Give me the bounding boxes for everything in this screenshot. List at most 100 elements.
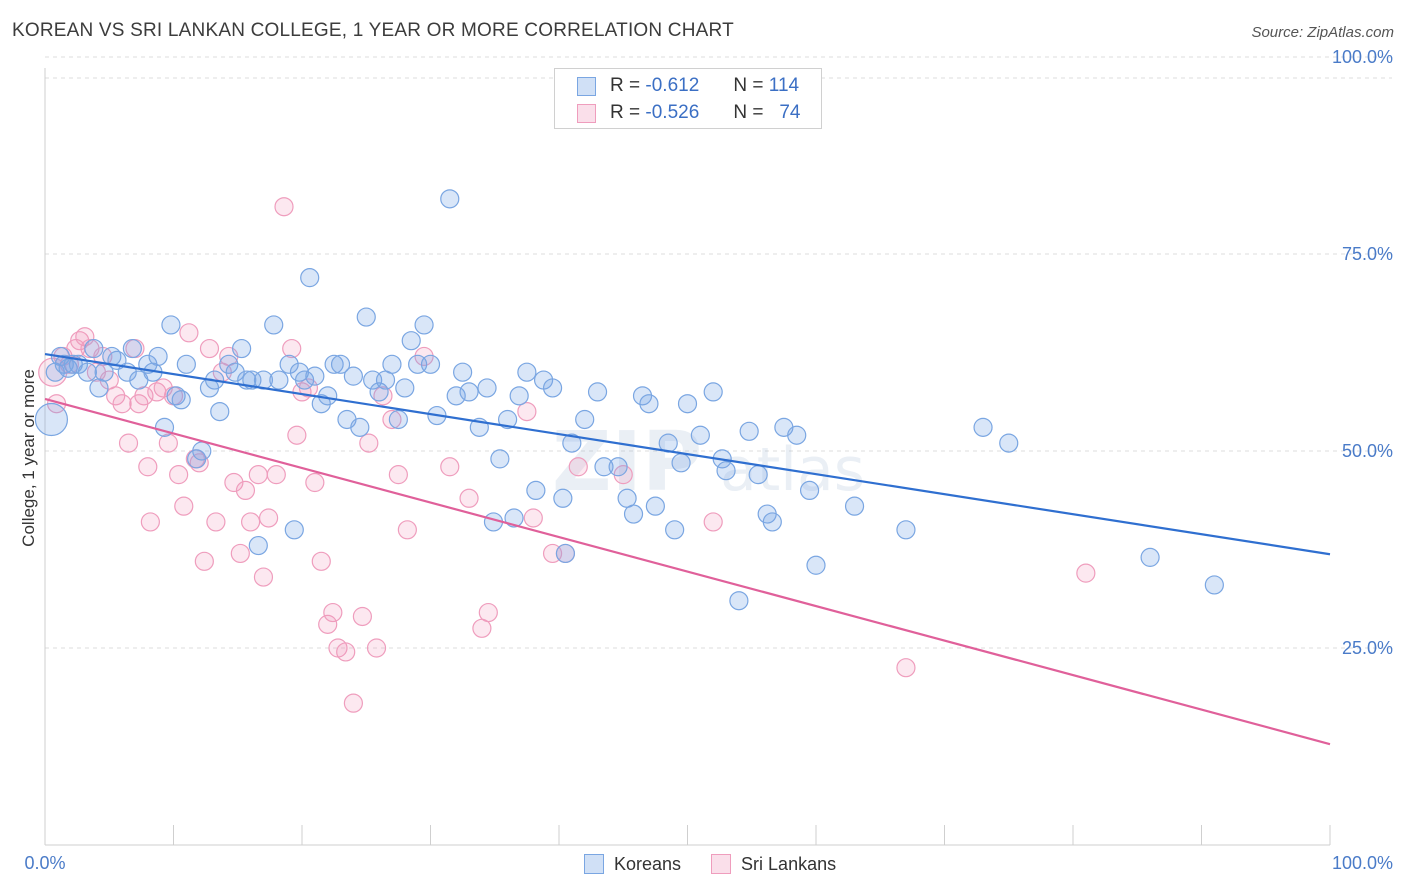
korean-point	[284, 520, 304, 540]
sri-lankan-point	[459, 488, 479, 508]
sri-lankans-r-value: -0.526	[645, 102, 700, 123]
y-tick-label: 50.0%	[1342, 441, 1393, 461]
y-tick-label: 75.0%	[1342, 244, 1393, 264]
korean-point	[632, 386, 653, 406]
legend-item-koreans[interactable]: Koreans	[584, 854, 681, 875]
sri-lankan-point	[258, 508, 279, 528]
korean-point	[420, 354, 441, 374]
korean-point	[703, 382, 723, 402]
korean-point	[787, 425, 807, 445]
koreans-r-label: R =	[610, 75, 641, 96]
sri-lankan-point	[174, 496, 194, 516]
koreans-r-value: -0.612	[645, 75, 700, 96]
korean-point	[608, 457, 628, 477]
sri-lankans-r-label: R =	[610, 102, 641, 123]
sri-lankan-point	[388, 465, 408, 485]
korean-point	[122, 338, 142, 359]
korean-point	[553, 488, 573, 508]
source-label: Source: ZipAtlas.com	[1251, 24, 1394, 41]
korean-point	[330, 354, 351, 374]
sri-lankan-point	[112, 394, 132, 414]
sri-lankan-point	[179, 323, 199, 343]
sri-lankan-point	[323, 602, 343, 623]
sri-lankan-point	[118, 433, 139, 453]
sri-lankan-point	[138, 457, 158, 477]
korean-point	[279, 354, 299, 374]
sri-lankans-legend-swatch	[711, 854, 732, 874]
korean-point	[446, 386, 466, 406]
koreans-trend-line	[44, 352, 1331, 556]
korean-point	[176, 354, 196, 374]
legend-item-sri-lankans[interactable]: Sri Lankans	[711, 854, 836, 875]
koreans-legend-label: Koreans	[614, 853, 682, 874]
axis-labels: 25.0% 50.0% 75.0% 100.0% 0.0% 100.0% College, …	[19, 47, 1393, 873]
korean-point	[1140, 547, 1160, 567]
korean-point	[542, 378, 563, 398]
korean-point	[401, 331, 421, 351]
korean-point	[844, 496, 865, 516]
sri-lankan-point	[397, 520, 417, 540]
korean-point	[294, 370, 315, 390]
korean-point	[526, 480, 546, 500]
korean-point	[264, 315, 284, 335]
korean-point	[77, 362, 98, 382]
sri-lankan-point	[274, 197, 294, 217]
koreans-n-value: 114	[768, 75, 800, 96]
sri-lankan-point	[517, 402, 537, 422]
korean-point	[225, 362, 245, 382]
legend-stats: R = -0.612 N = 114 R = -0.526 N = 74	[554, 68, 822, 129]
korean-point	[343, 366, 363, 386]
korean-point	[395, 378, 415, 398]
sri-lankan-point	[287, 425, 307, 445]
korean-point	[311, 394, 331, 414]
korean-point	[490, 449, 510, 469]
korean-point	[84, 338, 104, 359]
korean-point	[232, 338, 252, 359]
korean-point	[504, 508, 524, 528]
x-tick-label-max: 100.0%	[1332, 853, 1393, 873]
korean-point	[219, 354, 239, 374]
sri-lankans-trend-line	[44, 397, 1331, 746]
sri-lankan-point	[318, 614, 338, 634]
sri-lankan-point	[311, 551, 331, 571]
sri-lankan-point	[305, 472, 325, 493]
korean-point	[517, 362, 537, 382]
koreans-points	[34, 189, 1224, 611]
korean-point	[269, 370, 289, 390]
korean-point	[729, 591, 749, 611]
sri-lankan-point	[158, 433, 178, 453]
korean-point	[34, 402, 69, 437]
sri-lankan-point	[206, 512, 226, 532]
korean-point	[509, 386, 529, 406]
korean-point	[440, 189, 460, 209]
korean-point	[575, 409, 595, 430]
korean-point	[999, 433, 1019, 453]
korean-point	[477, 378, 497, 398]
sri-lankan-point	[241, 512, 261, 532]
watermark-zip: ZIP	[552, 415, 702, 510]
korean-point	[453, 362, 473, 382]
korean-point	[498, 409, 518, 430]
korean-point	[414, 315, 434, 335]
korean-point	[973, 417, 993, 437]
sri-lankan-point	[336, 642, 356, 662]
sri-lankan-point	[248, 465, 268, 485]
korean-point	[148, 346, 168, 367]
korean-point	[748, 465, 768, 485]
y-tick-label: 100.0%	[1332, 47, 1393, 67]
sri-lankan-point	[199, 338, 220, 359]
korean-point	[665, 520, 685, 540]
legend-row-koreans: R = -0.612 N = 114	[577, 73, 799, 99]
legend-series: Koreans Sri Lankans	[584, 852, 866, 876]
korean-point	[762, 512, 782, 532]
sri-lankan-point	[106, 386, 126, 406]
sri-lankan-point	[1076, 563, 1096, 583]
korean-point	[677, 394, 698, 414]
sri-lankan-point	[703, 512, 723, 532]
axis-layer	[44, 68, 1331, 846]
korean-point	[1204, 575, 1224, 595]
koreans-swatch	[577, 76, 596, 96]
korean-point	[300, 268, 320, 288]
korean-point	[690, 425, 710, 445]
korean-point	[806, 555, 826, 575]
